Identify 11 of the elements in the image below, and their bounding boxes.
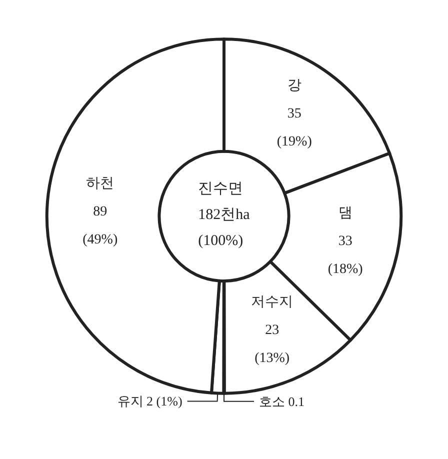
slice-label: 호소 0.1 (259, 394, 304, 409)
data-label: 33 (18%) (328, 234, 364, 278)
text: 진수면 182천ha (100%) (198, 181, 250, 249)
slice-label: 강 (287, 78, 302, 94)
data-label: 35 (19%) (276, 106, 312, 150)
data-label: 89 (49%) (82, 204, 118, 248)
slice-label: 댐 (338, 206, 352, 222)
slice-label: 저수지 (251, 294, 294, 310)
slice-label: 하천 (86, 176, 114, 192)
slice-label: 유지 2 (1%) (117, 394, 182, 409)
data-label: 23 (13%) (254, 322, 290, 366)
